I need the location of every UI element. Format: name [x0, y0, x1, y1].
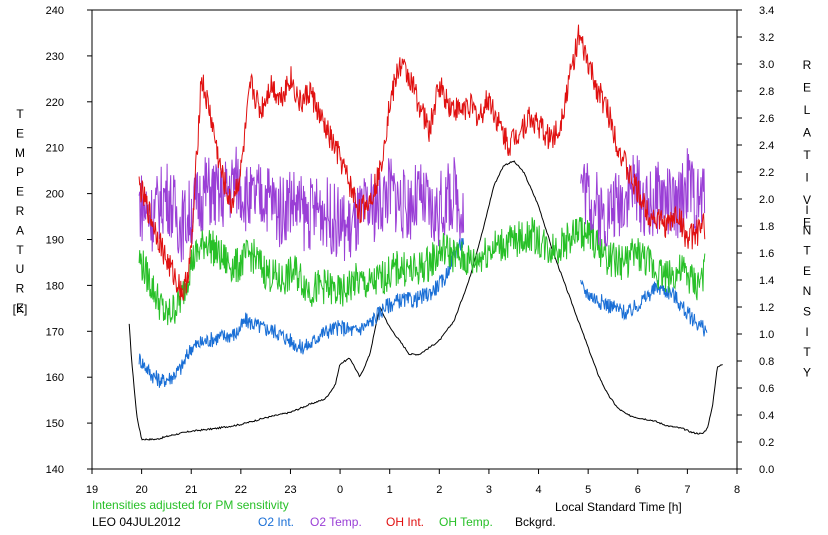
left-axis-label-letter: R	[16, 282, 25, 296]
legend-entry-o2-temp: O2 Temp.	[310, 515, 362, 529]
left-axis-ticks: 140 150 160 170 180 190 200 210 220 230 240	[46, 5, 92, 476]
series-line-o2-temp-2	[580, 148, 706, 247]
left-axis-label-letter: A	[16, 223, 24, 237]
right-tick-label: 0.6	[759, 383, 774, 395]
right-axis-label-letter: Y	[803, 365, 811, 379]
legend-entry-oh-temp: OH Temp.	[439, 515, 493, 529]
right-tick-label: 0.8	[759, 356, 774, 368]
series-line-oh-int-1	[138, 24, 706, 301]
right-axis-label-letter: T	[803, 148, 811, 162]
site-date-label: LEO 04JUL2012	[92, 515, 181, 529]
right-tick-label: 0.0	[759, 464, 774, 476]
left-tick-label: 180	[46, 280, 64, 292]
left-tick-label: 200	[46, 189, 64, 201]
legend-entry-bckgrd: Bckgrd.	[515, 515, 556, 529]
right-tick-label: 2.8	[759, 86, 774, 98]
right-axis-label-letter: I	[805, 171, 808, 185]
left-tick-label: 150	[46, 418, 64, 430]
right-tick-label: 1.8	[759, 221, 774, 233]
x-tick-label: 2	[436, 484, 442, 496]
right-tick-label: 1.4	[759, 275, 774, 287]
right-axis-ticks: 0.0 0.2 0.4 0.6 0.8 1.0 1.2 1.4 1.6 1.8 2.0 2.2 2.4 2…	[737, 5, 774, 476]
legend: O2 Int. O2 Temp. OH Int. OH Temp. Bckgrd.	[258, 515, 556, 529]
series-line-o2-int-2	[580, 279, 708, 337]
right-axis-label-letter: I	[805, 203, 808, 217]
left-tick-label: 170	[46, 326, 64, 338]
right-axis-label-letter: A	[803, 126, 811, 140]
left-axis-unit: [K]	[13, 302, 28, 316]
right-tick-label: 1.0	[759, 329, 774, 341]
right-tick-label: 3.2	[759, 32, 774, 44]
right-axis-label-letter: V	[803, 193, 811, 207]
left-axis-label-letter: T	[16, 107, 24, 121]
x-tick-label: 3	[486, 484, 492, 496]
series-line-oh-temp-1	[138, 217, 706, 326]
left-axis-label-letter: E	[16, 126, 24, 140]
left-axis-label-letter: U	[16, 262, 25, 276]
right-axis-label-letter: S	[803, 305, 811, 319]
x-tick-label: 4	[535, 484, 541, 496]
left-tick-label: 190	[46, 235, 64, 247]
right-tick-label: 3.4	[759, 5, 774, 17]
right-axis-label-letter: E	[803, 216, 811, 230]
right-tick-label: 2.4	[759, 140, 774, 152]
right-axis-label-letter: R	[803, 58, 812, 72]
x-tick-label: 7	[684, 484, 690, 496]
pm-sensitivity-note: Intensities adjusted for PM sensitivity	[92, 498, 289, 512]
x-tick-label: 19	[86, 484, 98, 496]
left-tick-label: 210	[46, 143, 64, 155]
right-axis-label-letter: L	[804, 103, 811, 117]
right-axis-label-letter: E	[803, 264, 811, 278]
right-tick-label: 3.0	[759, 59, 774, 71]
legend-entry-oh-int: OH Int.	[386, 515, 424, 529]
left-tick-label: 140	[46, 464, 64, 476]
x-tick-label: 23	[284, 484, 296, 496]
x-axis-ticks: 19 20 21 22 23 0 1 2 3 4 5 6 7 8	[86, 469, 740, 496]
right-axis-label-letter: N	[803, 223, 812, 237]
x-tick-label: 8	[734, 484, 740, 496]
right-tick-label: 2.6	[759, 113, 774, 125]
right-tick-label: 1.6	[759, 248, 774, 260]
x-tick-label: 1	[387, 484, 393, 496]
left-axis-label-letter: E	[16, 185, 24, 199]
x-tick-label: 21	[185, 484, 197, 496]
left-axis-label-letter: M	[15, 146, 25, 160]
right-axis-label-letter: E	[803, 81, 811, 95]
left-tick-label: 160	[46, 372, 64, 384]
right-axis-label-letter: N	[803, 284, 812, 298]
left-tick-label: 220	[46, 97, 64, 109]
right-axis-label-letter: I	[805, 325, 808, 339]
left-axis-label-letter: T	[16, 243, 24, 257]
left-tick-label: 230	[46, 51, 64, 63]
series-line-o2-temp-1	[138, 146, 465, 263]
right-axis-label-letter: T	[803, 345, 811, 359]
x-tick-label: 20	[135, 484, 147, 496]
right-tick-label: 0.2	[759, 437, 774, 449]
right-tick-label: 2.0	[759, 194, 774, 206]
left-axis-label-letter: R	[16, 204, 25, 218]
left-axis-label-letter: P	[16, 165, 24, 179]
left-axis-label-letter: E	[16, 301, 24, 315]
right-tick-label: 2.2	[759, 167, 774, 179]
x-tick-label: 22	[235, 484, 247, 496]
series-line-bckgrd-1	[128, 160, 723, 441]
x-axis-label: Local Standard Time [h]	[555, 500, 682, 514]
left-tick-label: 240	[46, 5, 64, 17]
x-tick-label: 5	[585, 484, 591, 496]
legend-entry-o2-int: O2 Int.	[258, 515, 294, 529]
x-tick-label: 6	[635, 484, 641, 496]
series-layer	[128, 24, 723, 441]
x-tick-label: 0	[337, 484, 343, 496]
right-axis-label-letter: T	[803, 244, 811, 258]
series-line-o2-int-1	[138, 237, 465, 388]
right-tick-label: 1.2	[759, 302, 774, 314]
right-tick-label: 0.4	[759, 410, 774, 422]
